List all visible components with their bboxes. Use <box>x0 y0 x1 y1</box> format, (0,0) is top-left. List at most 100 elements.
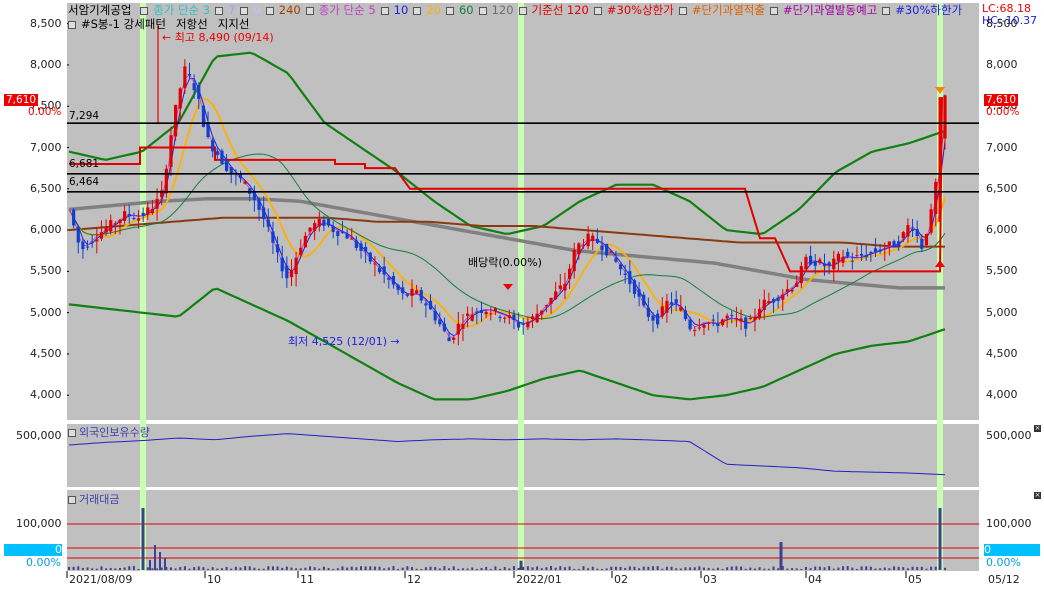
x-tick-label: 12 <box>407 573 421 586</box>
ma10-line <box>68 77 946 337</box>
candle-body <box>331 226 335 232</box>
volume-bar <box>244 566 247 570</box>
volume-bar <box>494 566 497 570</box>
candle-body <box>99 232 104 239</box>
volume-bar <box>735 566 738 570</box>
volume-bar <box>457 568 460 570</box>
volume-panel-close-icon[interactable]: × <box>1034 491 1041 499</box>
candle-body <box>442 323 447 332</box>
volume-bar <box>568 566 571 570</box>
legend-item-row2[interactable]: 저항선 <box>175 17 208 31</box>
candle-body <box>415 290 419 294</box>
x-tick-label: 05 <box>908 573 922 586</box>
volume-ytick-left: 100,000 <box>16 517 62 530</box>
foreign-panel-close-icon[interactable]: × <box>1034 424 1041 432</box>
legend-item-row2[interactable]: 지지선 <box>217 17 250 31</box>
legend-item[interactable]: 기준선 120 <box>518 3 589 17</box>
candle-body <box>836 253 840 262</box>
volume-bar <box>665 566 668 570</box>
legend-item[interactable]: #30%상한가 <box>593 3 674 17</box>
volume-bar <box>930 566 933 570</box>
candle-body <box>275 244 280 253</box>
candle-body <box>280 257 284 272</box>
volume-bar <box>397 568 400 570</box>
volume-bar <box>791 568 794 570</box>
y-tick-label: 4,500 <box>30 346 62 360</box>
candle-body <box>572 249 576 272</box>
legend-item[interactable]: #단기과열발동예고 <box>769 3 877 17</box>
legend-item[interactable]: #단기과열적출 <box>678 3 765 17</box>
volume-bar <box>95 568 98 570</box>
volume-ytick-right: 100,000 <box>986 517 1032 530</box>
candle-body <box>377 267 382 273</box>
volume-bar <box>517 567 520 570</box>
volume-bar <box>656 566 659 570</box>
candle-body <box>665 300 669 313</box>
x-tick-label: 02 <box>614 573 628 586</box>
legend-item[interactable]: 60 <box>445 3 474 17</box>
volume-bar <box>893 566 896 570</box>
ma240-line <box>68 216 945 248</box>
volume-bar <box>253 567 256 570</box>
candle-body <box>419 290 423 301</box>
candle-body <box>317 218 321 227</box>
volume-bar <box>934 566 937 570</box>
volume-bar <box>72 566 75 570</box>
volume-bar <box>920 566 923 570</box>
candle-body <box>322 219 326 226</box>
volume-bar <box>767 568 770 570</box>
y-tick-label: 4,500 <box>986 346 1018 360</box>
candle-body <box>238 174 243 179</box>
candle-body <box>707 322 711 324</box>
volume-bar <box>670 566 673 570</box>
candle-body <box>883 248 887 250</box>
highlight-column <box>140 3 146 571</box>
candle-body <box>178 88 182 109</box>
candle-body <box>174 104 178 137</box>
candle-body <box>563 283 567 291</box>
candle-body <box>391 276 396 285</box>
candle-body <box>113 223 117 225</box>
candle-body <box>910 228 915 231</box>
volume-bar <box>679 568 682 570</box>
legend-item[interactable]: 종가 단순 3 <box>140 3 210 17</box>
legend-item[interactable]: 9 <box>240 3 261 17</box>
volume-bar <box>313 567 316 570</box>
candle-body <box>118 219 122 224</box>
candle-body <box>447 337 451 342</box>
volume-bar <box>944 567 946 570</box>
candle-body <box>424 303 428 306</box>
candle-body <box>915 228 919 236</box>
volume-bar <box>276 566 279 570</box>
legend-item[interactable]: 120 <box>478 3 514 17</box>
candle-body <box>679 307 683 311</box>
volume-bar <box>888 568 891 570</box>
volume-bar <box>156 568 159 570</box>
candle-body <box>558 285 562 289</box>
volume-bar <box>550 566 553 570</box>
y-tick-label: 7,000 <box>30 140 62 154</box>
candle-body <box>734 318 739 320</box>
volume-bar <box>489 568 492 570</box>
candle-body <box>498 316 502 318</box>
volume-bar <box>883 567 886 570</box>
volume-bar <box>336 568 339 570</box>
candle-body <box>540 310 544 315</box>
candle-body <box>618 264 623 270</box>
legend-item-row2[interactable]: #S봉-1 강세패턴 <box>68 17 171 31</box>
volume-bar <box>239 567 242 570</box>
legend-item[interactable]: 7 <box>215 3 235 17</box>
legend-item[interactable]: 종가 단순 5 <box>305 3 376 17</box>
foreign-ytick-right: 500,000 <box>986 429 1032 442</box>
legend-item[interactable]: #30%하한가 <box>882 3 962 17</box>
candle-body <box>725 315 729 318</box>
volume-bar <box>471 567 474 570</box>
candle-body <box>822 263 827 267</box>
volume-bar <box>911 566 914 570</box>
legend-item[interactable]: 20 <box>413 3 441 17</box>
candle-body <box>516 322 521 328</box>
legend-item[interactable]: 240 <box>265 3 301 17</box>
volume-bar <box>285 566 288 570</box>
legend-item[interactable]: 10 <box>380 3 408 17</box>
